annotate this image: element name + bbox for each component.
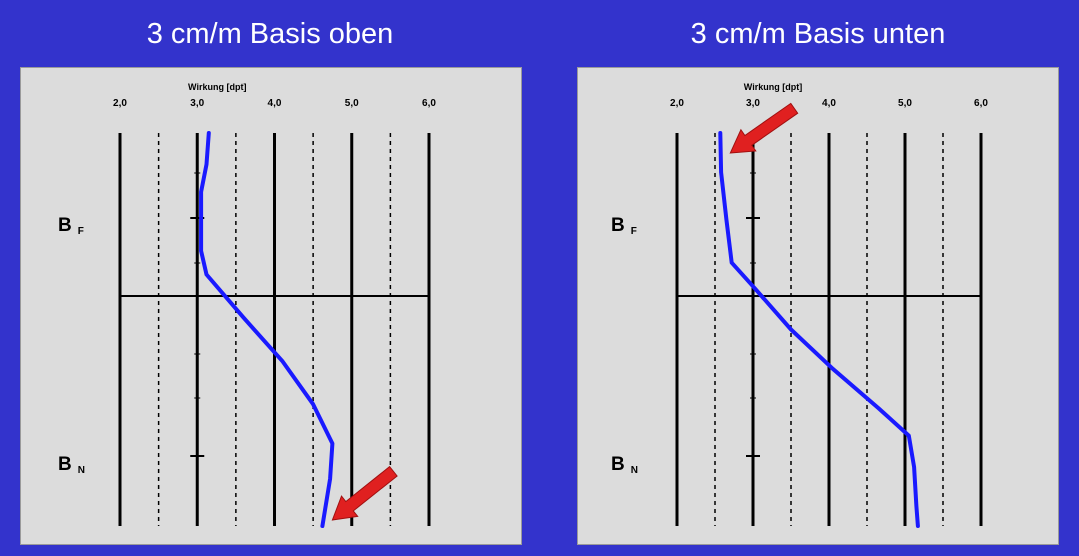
- x-tick-label: 2,0: [670, 98, 684, 109]
- chart-panel-right: Wirkung [dpt] 2,0 3,0 4,0 5,0 6,0 B F B N: [577, 67, 1059, 545]
- chart-svg-left: Wirkung [dpt] 2,0 3,0 4,0 5,0 6,0 B F B N: [58, 82, 436, 528]
- chart-title-right: 3 cm/m Basis unten: [690, 18, 946, 50]
- chart-svg-right: Wirkung [dpt] 2,0 3,0 4,0 5,0 6,0 B F B N: [611, 82, 988, 528]
- curve-line: [199, 131, 335, 528]
- red-arrow-annotation: [331, 465, 398, 521]
- x-axis-title: Wirkung [dpt]: [744, 82, 802, 92]
- chart-title-left: 3 cm/m Basis oben: [146, 18, 394, 50]
- x-tick-label: 3,0: [190, 98, 204, 109]
- curve-line: [718, 131, 920, 528]
- x-tick-label: 4,0: [822, 98, 836, 109]
- x-tick-label: 5,0: [898, 98, 912, 109]
- x-axis-title: Wirkung [dpt]: [188, 82, 246, 92]
- red-arrow-annotation: [729, 102, 799, 154]
- chart-panel-left: Wirkung [dpt] 2,0 3,0 4,0 5,0 6,0 B F B N: [20, 67, 522, 545]
- x-tick-label: 4,0: [268, 98, 282, 109]
- x-tick-label: 2,0: [113, 98, 127, 109]
- x-tick-label: 3,0: [746, 98, 760, 109]
- x-tick-label: 5,0: [345, 98, 359, 109]
- x-tick-label: 6,0: [422, 98, 436, 109]
- x-tick-label: 6,0: [974, 98, 988, 109]
